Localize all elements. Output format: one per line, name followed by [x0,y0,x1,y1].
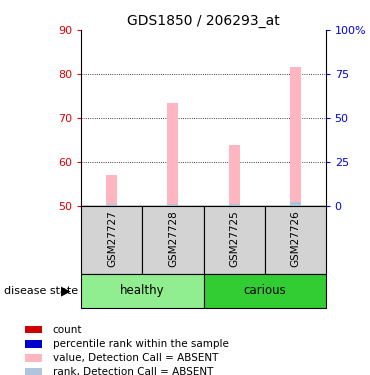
Bar [81,206,142,274]
Text: value, Detection Call = ABSENT: value, Detection Call = ABSENT [53,352,218,363]
Bar [107,176,117,206]
Bar [25,354,42,362]
Bar [25,340,42,348]
Bar [204,274,326,308]
Text: GSM27725: GSM27725 [229,210,239,267]
Text: GSM27728: GSM27728 [168,210,178,267]
Bar [81,274,204,308]
Bar [168,204,178,206]
Text: GSM27726: GSM27726 [290,210,300,267]
Text: carious: carious [243,284,286,297]
Text: disease state: disease state [4,286,78,296]
Bar [229,145,239,206]
Bar [290,202,300,206]
Bar [25,368,42,375]
Bar [290,68,300,206]
Bar [25,326,42,333]
Title: GDS1850 / 206293_at: GDS1850 / 206293_at [127,13,280,28]
Text: count: count [53,324,82,334]
Text: GSM27727: GSM27727 [107,210,117,267]
Bar [142,206,204,274]
Bar [107,204,117,206]
Bar [229,204,239,206]
Text: rank, Detection Call = ABSENT: rank, Detection Call = ABSENT [53,367,213,375]
Bar [204,206,265,274]
Text: ▶: ▶ [61,284,71,297]
Text: percentile rank within the sample: percentile rank within the sample [53,339,228,349]
Text: healthy: healthy [120,284,165,297]
Bar [265,206,326,274]
Bar [168,103,178,206]
